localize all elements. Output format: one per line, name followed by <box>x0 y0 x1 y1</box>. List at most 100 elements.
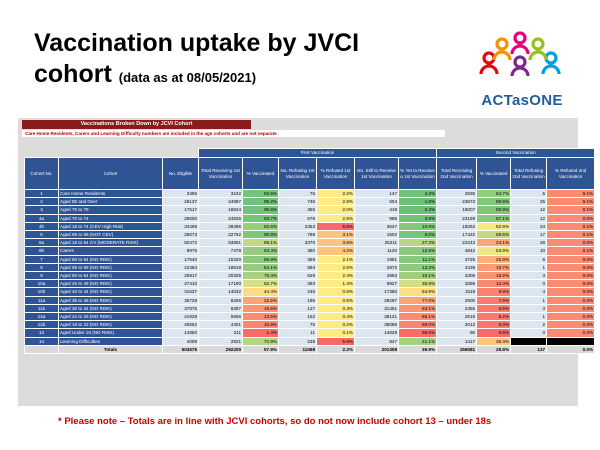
cohort-number-cell: 11b <box>24 303 59 314</box>
table-cell: 22484 <box>161 262 200 273</box>
table-cell: 2900 <box>436 295 478 305</box>
table-cell: 24.1% <box>476 238 512 248</box>
table-cell: 1 <box>510 262 548 273</box>
table-cell: 2.9% <box>316 197 356 207</box>
cohort-number-cell: 1 <box>24 188 59 199</box>
table-cell: 10 <box>510 246 548 256</box>
table-row: 8 Aged 55 to 59 (NO RISK) 22484 18918 84.1% 5… <box>24 262 596 273</box>
table-cell: 0.0% <box>546 271 596 281</box>
table-cell: 2972 <box>354 262 400 273</box>
table-row: 2 Aged 80 and Over 26137 24887 95.2% 746 2.9% 5… <box>24 197 596 207</box>
table-cell: 2012 <box>436 320 478 330</box>
table-cell: 0.3% <box>316 303 356 314</box>
table-cell: 17360 <box>354 287 400 297</box>
table-cell: 11.1% <box>398 254 438 264</box>
table-cell: 2.0% <box>316 205 356 215</box>
table-cell: 369 <box>278 254 318 264</box>
table-cell: 3119 <box>436 287 478 297</box>
table-row: 3 Aged 75 to 79 17617 16844 95.6% 355 2.0% 418 2… <box>24 205 596 215</box>
table-cell: 84.7% <box>476 188 512 199</box>
table-cell: 16844 <box>198 205 244 215</box>
table-cell: 0.4% <box>316 312 356 322</box>
table-cell: 12 <box>510 213 548 223</box>
table-cell: 35.4% <box>476 336 512 346</box>
table-cell: 23169 <box>436 213 478 223</box>
table-cell: 14032 <box>198 287 244 297</box>
table-cell: 6.0% <box>398 230 438 240</box>
table-cell: 8266 <box>198 295 244 305</box>
table-cell: 72.9% <box>242 336 280 346</box>
table-body: 1 Care Home Residents 3465 3242 93.6% 76 2.2% 1… <box>24 188 596 355</box>
table-cell: 676 <box>278 213 318 223</box>
table-cell: 44.4% <box>242 287 280 297</box>
table-cell: 0 <box>510 279 548 289</box>
table-cell: 0.0% <box>546 238 596 248</box>
column-header-row: Cohort No. Cohort No. Eligible Total Receiv… <box>24 157 596 190</box>
cohort-name-cell: Aged 70 to 74 <box>58 213 163 223</box>
table-cell: 629 <box>278 271 318 281</box>
cohort-name-cell: Carers <box>58 246 163 256</box>
cohort-name-cell: Aged 80 and Over <box>58 197 163 207</box>
totals-cell: 29.9% <box>476 344 512 355</box>
cohort-number-cell: 11a <box>24 295 59 305</box>
cohort-number-cell: 3 <box>24 205 59 215</box>
table-cell: 1.4% <box>242 328 280 338</box>
totals-cell: 156081 <box>436 344 478 355</box>
column-header: Total Refusing 2nd Vaccination <box>510 157 548 190</box>
table-cell: 34495 <box>161 221 200 232</box>
table-cell: 418 <box>354 205 400 215</box>
table-cell: 0.5% <box>316 295 356 305</box>
table-cell: 28267 <box>354 295 400 305</box>
totals-row: Totals 504576 292200 57.9% 11068 2.2% 201308 39… <box>24 344 596 355</box>
table-cell: 83.1% <box>398 303 438 314</box>
title-line-2-text: cohort <box>34 60 112 88</box>
table-cell: 16007 <box>436 205 478 215</box>
table-cell: 16.6% <box>242 303 280 314</box>
table-cell: 62.7% <box>242 279 280 289</box>
cohort-name-cell: Aged 18 to 23 (NO RISK) <box>58 320 163 330</box>
table-cell: 20325 <box>198 271 244 281</box>
table-row: 4a Aged 70 to 74 26600 24926 93.7% 676 2.5% 998… <box>24 213 596 223</box>
table-cell: 2.4% <box>316 271 356 281</box>
cohort-table: First Vaccination Second Vaccination Coh… <box>24 148 596 355</box>
table-cell: 69.1% <box>242 238 280 248</box>
totals-cell: 201308 <box>354 344 400 355</box>
table-cell: 25917 <box>161 271 200 281</box>
table-cell: 0 <box>510 328 548 338</box>
title-line-1: Vaccination uptake by JVCI <box>34 29 360 57</box>
table-cell: 2.4% <box>398 205 438 215</box>
table-cell: 6.2% <box>476 312 512 322</box>
table-cell: 0.0% <box>546 254 596 264</box>
table-row: 6b Carers 8976 7478 83.3% 380 4.2% 1120 12.5% 484… <box>24 246 596 256</box>
cohort-number-cell: 4a <box>24 213 59 223</box>
table-cell: 3647 <box>354 221 400 232</box>
table-cell: 5.0% <box>476 320 512 330</box>
column-header: % Yet to Receive a 1st Vaccination <box>398 157 438 190</box>
column-header: Cohort No. <box>24 157 59 190</box>
table-cell: 53.9% <box>476 246 512 256</box>
totals-cell: 292200 <box>198 344 244 355</box>
table-cell: 17617 <box>161 205 200 215</box>
table-cell: 2921 <box>198 336 244 346</box>
table-cell: 0.1% <box>546 205 596 215</box>
table-cell: 1 <box>510 295 548 305</box>
table-cell: 4.2% <box>398 188 438 199</box>
cohort-number-cell: 10a <box>24 279 59 289</box>
table-cell: 195 <box>278 295 318 305</box>
totals-cell: 137 <box>510 344 548 355</box>
table-cell: 4.2% <box>316 246 356 256</box>
cohort-name-cell: Aged 55 to 59 (NO RISK) <box>58 262 163 273</box>
table-cell: 31461 <box>354 303 400 314</box>
table-cell: 238 <box>278 336 318 346</box>
table-cell: 26.8% <box>476 254 512 264</box>
table-row: 12a Aged 24 to 29 (NO RISK) 41929 5656 13.5%… <box>24 312 596 322</box>
cohort-number-cell: 6b <box>24 246 59 256</box>
cohort-name-cell: Aged 75 to 79 <box>58 205 163 215</box>
table-cell: 19.7% <box>476 262 512 273</box>
table-cell: 0.1% <box>316 328 356 338</box>
table-cell: 5656 <box>198 312 244 322</box>
table-cell: 95.6% <box>242 205 280 215</box>
table-cell: 0.0% <box>546 279 596 289</box>
footnote: * Please note – Totals are in line with … <box>58 416 492 427</box>
cohort-name-cell: Aged 30 to 34 (NO RISK) <box>58 303 163 314</box>
